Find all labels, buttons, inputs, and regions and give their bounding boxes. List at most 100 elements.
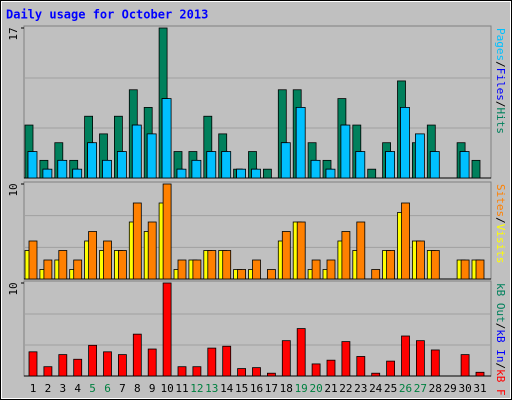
- x-tick-label: 18: [280, 382, 293, 395]
- bar: [43, 366, 53, 377]
- bar: [356, 221, 366, 280]
- bar: [326, 259, 336, 280]
- x-tick-label: 25: [384, 382, 397, 395]
- x-tick-label: 31: [473, 382, 486, 395]
- bar: [57, 159, 68, 179]
- x-tick-label: 6: [104, 382, 111, 395]
- legend-label: Sites: [494, 184, 507, 217]
- bar: [222, 250, 232, 280]
- bar: [415, 340, 425, 377]
- legend-label: kB In: [494, 329, 507, 362]
- bar: [207, 347, 217, 377]
- bar: [102, 159, 112, 179]
- legend-label: Hits: [494, 108, 507, 135]
- x-tick-label: 19: [295, 382, 308, 395]
- legend-label: Visits: [494, 224, 507, 264]
- x-tick-label: 30: [458, 382, 471, 395]
- legend-separator: /: [494, 217, 507, 224]
- bar: [280, 142, 291, 179]
- x-tick-label: 27: [414, 382, 427, 395]
- bar: [177, 366, 187, 377]
- bar: [266, 269, 276, 280]
- bar: [475, 259, 485, 280]
- x-tick-label: 13: [205, 382, 218, 395]
- bar: [28, 351, 38, 377]
- bar: [341, 231, 351, 280]
- bar: [401, 335, 410, 377]
- x-tick-label: 22: [339, 382, 352, 395]
- x-tick-label: 7: [119, 382, 126, 395]
- x-tick-label: 21: [324, 382, 337, 395]
- legend-separator: /: [494, 61, 507, 68]
- bar: [58, 250, 68, 280]
- x-tick-label: 29: [444, 382, 457, 395]
- legend-label: Pages: [494, 28, 507, 61]
- panel: [23, 280, 492, 377]
- legend: Sites/Visits: [494, 184, 507, 264]
- bar: [221, 151, 232, 179]
- x-tick-label: 9: [149, 382, 156, 395]
- bar: [266, 372, 276, 377]
- bar: [73, 358, 83, 377]
- legend: Pages/Files/Hits: [494, 28, 507, 134]
- bar: [281, 340, 291, 377]
- bar: [118, 354, 127, 377]
- chart-title: Daily usage for October 2013: [6, 8, 208, 22]
- x-tick-label: 28: [429, 382, 442, 395]
- bar: [162, 183, 172, 280]
- bar: [147, 348, 157, 377]
- bar: [222, 345, 232, 377]
- x-tick-label: 14: [220, 382, 234, 395]
- legend-separator: /: [494, 101, 507, 108]
- legend-label: kB Out: [494, 283, 507, 323]
- legend-label: kB F: [494, 369, 507, 396]
- bar: [400, 107, 410, 179]
- bar: [311, 363, 321, 377]
- bar: [132, 202, 142, 280]
- bar: [161, 98, 172, 179]
- legend-label: Files: [494, 68, 507, 101]
- bar: [385, 151, 396, 179]
- x-tick-label: 24: [369, 382, 383, 395]
- bar: [459, 151, 470, 179]
- bar: [386, 360, 396, 377]
- bar: [325, 168, 336, 179]
- y-tick-label: 10: [7, 183, 20, 196]
- x-tick-label: 15: [235, 382, 248, 395]
- bar: [237, 368, 247, 377]
- bar: [177, 259, 187, 280]
- bar: [27, 151, 38, 179]
- bar: [88, 231, 97, 280]
- bar: [311, 259, 321, 280]
- bar: [341, 341, 351, 377]
- bar: [42, 168, 53, 179]
- legend-separator: /: [494, 363, 507, 370]
- x-tick-label: 12: [190, 382, 203, 395]
- bar: [192, 366, 202, 377]
- bar: [252, 367, 261, 377]
- x-tick-label: 2: [45, 382, 52, 395]
- bar: [132, 333, 142, 377]
- x-tick-label: 10: [160, 382, 173, 395]
- x-tick-label: 5: [89, 382, 96, 395]
- x-tick-label: 26: [399, 382, 412, 395]
- bar: [131, 124, 142, 179]
- bar: [296, 221, 306, 280]
- bar: [43, 259, 53, 280]
- bar: [237, 269, 247, 280]
- bar: [386, 250, 396, 280]
- bar: [88, 344, 97, 377]
- y-tick-label: 17: [7, 27, 20, 40]
- y-tick-label: 10: [7, 282, 20, 295]
- bar: [460, 354, 470, 377]
- x-tick-label: 4: [74, 382, 81, 395]
- bar: [471, 159, 481, 179]
- x-tick-label: 20: [309, 382, 322, 395]
- bar: [73, 259, 83, 280]
- bar: [251, 168, 261, 179]
- bar: [87, 142, 97, 179]
- bar: [103, 351, 112, 377]
- bar: [262, 168, 272, 179]
- bar: [147, 221, 157, 280]
